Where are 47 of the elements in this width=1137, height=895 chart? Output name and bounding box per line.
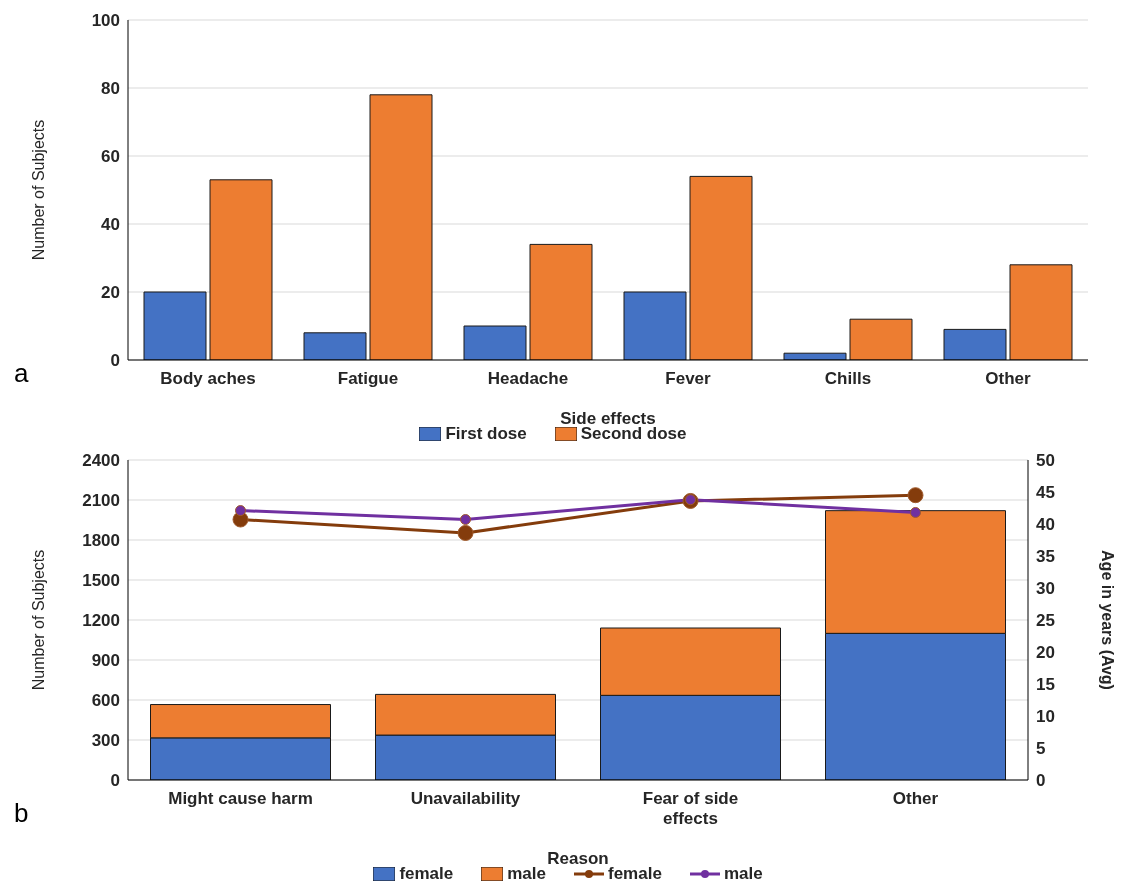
legend-label: male — [723, 864, 763, 884]
x-tick-label: Body aches — [160, 369, 256, 388]
x-tick-label: Fever — [665, 369, 712, 388]
y-axis-title: Number of Subjects — [29, 119, 47, 261]
y-tick-label: 0 — [110, 771, 120, 791]
legend-label: First dose — [445, 424, 527, 444]
y-tick-label: 1500 — [82, 571, 120, 591]
y-tick-label: 60 — [101, 147, 120, 167]
y2-tick-label: 20 — [1036, 643, 1055, 663]
y-tick-label: 20 — [101, 283, 120, 303]
y-tick-label: 40 — [101, 215, 120, 235]
legend-label: female — [608, 864, 662, 884]
y2-tick-label: 45 — [1036, 483, 1055, 503]
x-tick-label: Might cause harm — [168, 789, 313, 808]
x-tick-label: Unavailability — [410, 789, 521, 808]
x-tick-label: Chills — [824, 369, 872, 388]
y2-tick-label: 10 — [1036, 707, 1055, 727]
y2-tick-label: 35 — [1036, 547, 1055, 567]
x-tick-label: Other — [985, 369, 1032, 388]
y2-tick-label: 40 — [1036, 515, 1055, 535]
y-tick-label: 900 — [91, 651, 120, 671]
x-axis-title: Reason — [547, 849, 609, 868]
y-tick-label: 1200 — [82, 611, 120, 631]
x-tick-label: Fatigue — [337, 369, 399, 388]
y2-tick-label: 25 — [1036, 611, 1055, 631]
y-tick-label: 80 — [101, 79, 120, 99]
y-tick-label: 300 — [91, 731, 120, 751]
y-axis-title: Number of Subjects — [29, 549, 47, 691]
y2-tick-label: 50 — [1036, 451, 1055, 471]
y2-tick-label: 30 — [1036, 579, 1055, 599]
x-tick-label: Headache — [487, 369, 569, 388]
y-tick-label: 2100 — [82, 491, 120, 511]
y2-tick-label: 0 — [1036, 771, 1046, 791]
y-tick-label: 0 — [110, 351, 120, 371]
text: b — [14, 798, 29, 829]
y-tick-label: 1800 — [82, 531, 120, 551]
x-tick-label: Other — [892, 789, 939, 808]
text: a — [14, 358, 29, 389]
y-tick-label: 2400 — [82, 451, 120, 471]
y2-axis-title: Age in years (Avg) — [1099, 550, 1117, 690]
legend-label: female — [399, 864, 454, 884]
y-tick-label: 100 — [91, 11, 120, 31]
y-tick-label: 600 — [91, 691, 120, 711]
y2-tick-label: 5 — [1036, 739, 1046, 759]
y2-tick-label: 15 — [1036, 675, 1055, 695]
legend-label: male — [507, 864, 546, 884]
x-tick-label: Fear of side effects — [642, 789, 739, 828]
